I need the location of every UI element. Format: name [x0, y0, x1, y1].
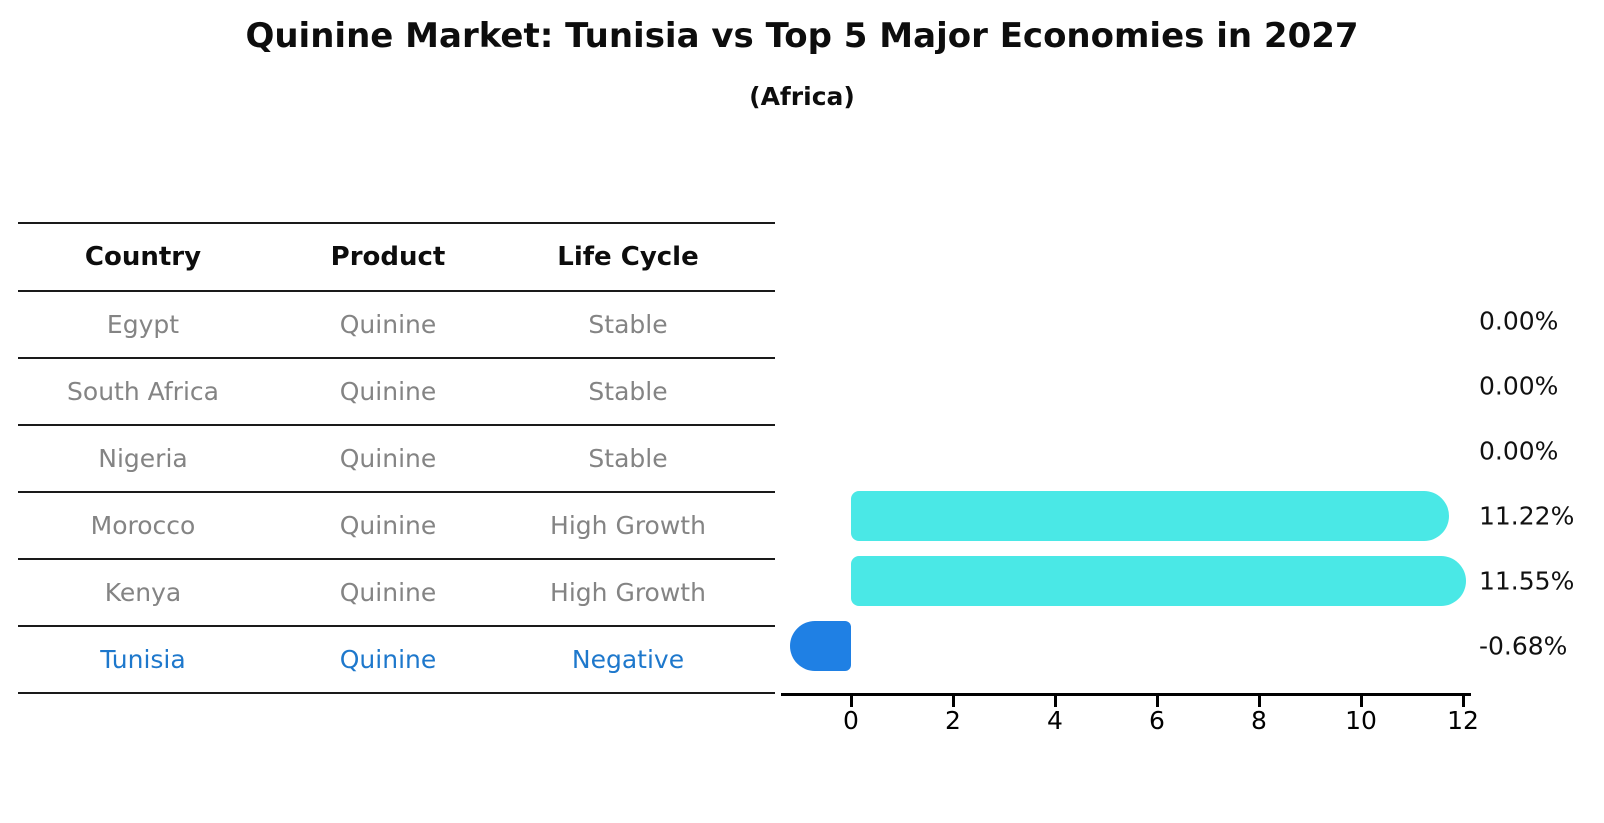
lifecycle-cell: High Growth — [550, 578, 706, 607]
country-cell: Tunisia — [100, 645, 186, 674]
x-axis-tick-label: 12 — [1447, 706, 1479, 735]
product-cell: Quinine — [339, 645, 437, 674]
lifecycle-cell: Stable — [588, 377, 668, 406]
x-axis-tick-label: 8 — [1251, 706, 1267, 735]
country-cell: Nigeria — [98, 444, 188, 473]
value-label-nigeria: 0.00% — [1479, 436, 1559, 465]
x-axis-tick — [1359, 696, 1363, 707]
country-cell: Kenya — [104, 578, 182, 607]
table-row-south-africa: South Africa Quinine Stable — [18, 357, 775, 424]
value-label-morocco: 11.22% — [1479, 501, 1575, 530]
table-row-morocco: Morocco Quinine High Growth — [18, 491, 775, 558]
table-row-nigeria: Nigeria Quinine Stable — [18, 424, 775, 491]
product-cell: Quinine — [339, 310, 437, 339]
country-cell: Egypt — [106, 310, 180, 339]
lifecycle-cell: Stable — [588, 310, 668, 339]
table-header-lifecycle: Life Cycle — [557, 242, 699, 272]
bar-morocco — [851, 490, 1450, 541]
x-axis-tick-label: 6 — [1149, 706, 1165, 735]
product-cell: Quinine — [339, 377, 437, 406]
bar-kenya — [851, 555, 1467, 606]
table-row-kenya: Kenya Quinine High Growth — [18, 558, 775, 625]
lifecycle-cell: Negative — [571, 645, 685, 674]
x-axis-tick — [1053, 696, 1057, 707]
x-axis-tick — [1257, 696, 1261, 707]
product-cell: Quinine — [339, 511, 437, 540]
comparison-table: Country Product Life Cycle Egypt Quinine S… — [18, 222, 775, 694]
table-header-country: Country — [84, 242, 202, 272]
lifecycle-cell: Stable — [588, 444, 668, 473]
value-label-kenya: 11.55% — [1479, 566, 1575, 595]
product-cell: Quinine — [339, 444, 437, 473]
value-label-egypt: 0.00% — [1479, 306, 1559, 335]
chart-subtitle: (Africa) — [749, 82, 855, 111]
country-cell: Morocco — [90, 511, 196, 540]
x-axis-tick — [849, 696, 853, 707]
value-label-south-africa: 0.00% — [1479, 371, 1559, 400]
bar-tunisia — [790, 620, 851, 671]
x-axis-tick-label: 2 — [945, 706, 961, 735]
x-axis-tick-label: 0 — [843, 706, 859, 735]
table-header-row: Country Product Life Cycle — [18, 222, 775, 290]
x-axis-tick-label: 4 — [1047, 706, 1063, 735]
lifecycle-cell: High Growth — [550, 511, 706, 540]
x-axis-tick-label: 10 — [1345, 706, 1377, 735]
x-axis-line — [781, 693, 1471, 696]
table-row-egypt: Egypt Quinine Stable — [18, 290, 775, 357]
product-cell: Quinine — [339, 578, 437, 607]
x-axis-tick — [1155, 696, 1159, 707]
country-cell: South Africa — [67, 377, 219, 406]
chart-title: Quinine Market: Tunisia vs Top 5 Major E… — [245, 16, 1359, 56]
table-body: Egypt Quinine Stable South Africa Quinine Sta… — [18, 290, 775, 694]
table-row-tunisia: Tunisia Quinine Negative — [18, 625, 775, 694]
x-axis-tick — [1461, 696, 1465, 707]
x-axis-tick — [951, 696, 955, 707]
value-label-tunisia: -0.68% — [1479, 631, 1568, 660]
table-header-product: Product — [330, 242, 446, 272]
